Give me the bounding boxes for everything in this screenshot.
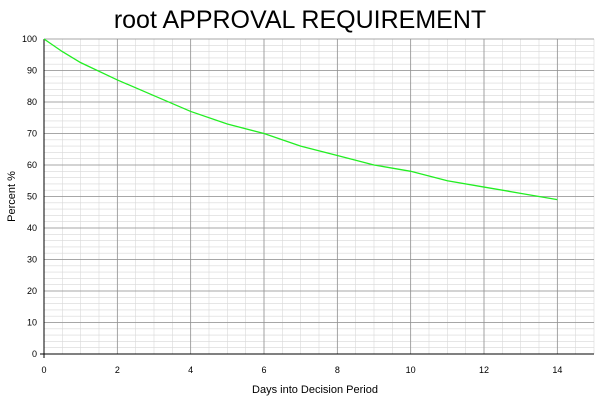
x-tick-label: 0 <box>41 365 46 375</box>
series-line <box>43 38 558 201</box>
y-tick-label: 80 <box>27 97 37 107</box>
y-tick-label: 100 <box>22 34 37 44</box>
x-tick-label: 14 <box>552 365 562 375</box>
y-tick-label: 90 <box>27 66 37 76</box>
y-tick-label: 40 <box>27 223 37 233</box>
x-tick-label: 10 <box>406 365 416 375</box>
x-tick-label: 2 <box>115 365 120 375</box>
y-tick-label: 70 <box>27 129 37 139</box>
y-tick-label: 10 <box>27 318 37 328</box>
x-tick-label: 8 <box>335 365 340 375</box>
y-tick-label: 50 <box>27 192 37 202</box>
x-axis-label: Days into Decision Period <box>252 384 378 396</box>
y-tick-label: 60 <box>27 160 37 170</box>
chart-title: root APPROVAL REQUIREMENT <box>113 6 487 34</box>
y-tick-label: 0 <box>32 349 37 359</box>
x-tick-label: 4 <box>188 365 193 375</box>
y-tick-label: 30 <box>27 255 37 265</box>
x-tick-label: 6 <box>261 365 266 375</box>
y-axis-label: Percent % <box>6 171 18 222</box>
y-tick-label: 20 <box>27 286 37 296</box>
x-tick-label: 12 <box>479 365 489 375</box>
